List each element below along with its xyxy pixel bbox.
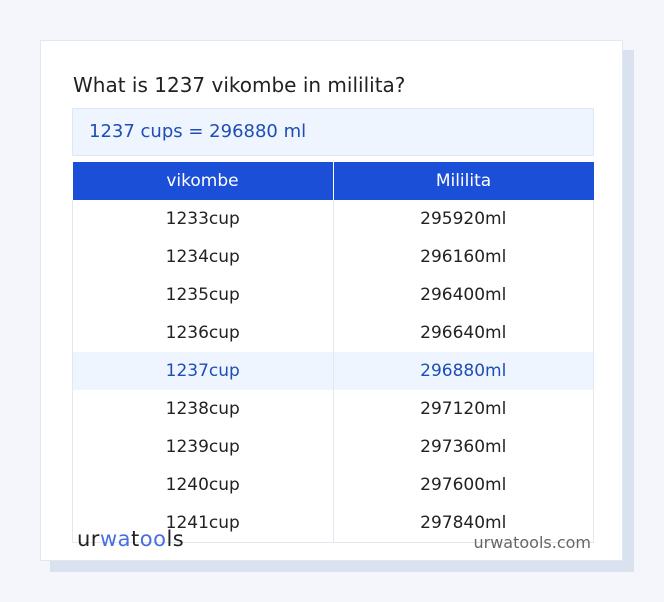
cups-cell: 1235cup: [72, 276, 334, 314]
cups-cell: 1240cup: [72, 466, 334, 504]
urwatools-logo[interactable]: urwatools: [77, 527, 185, 551]
cups-cell: 1241cup: [72, 504, 334, 543]
ml-cell: 297600ml: [332, 466, 594, 504]
table-row: 1235cup 296400ml: [72, 276, 594, 314]
header-ml: Mililita: [332, 162, 594, 200]
ml-cell: 296880ml: [332, 352, 594, 390]
ml-cell: 296160ml: [332, 238, 594, 276]
page-title: What is 1237 vikombe in mililita?: [73, 73, 406, 97]
cups-cell: 1234cup: [72, 238, 334, 276]
converter-card: What is 1237 vikombe in mililita? 1237 c…: [40, 40, 623, 561]
ml-cell: 297120ml: [332, 390, 594, 428]
table-row: 1234cup 296160ml: [72, 238, 594, 276]
ml-cell: 296640ml: [332, 314, 594, 352]
cups-cell: 1238cup: [72, 390, 334, 428]
table-row: 1239cup 297360ml: [72, 428, 594, 466]
cups-cell: 1233cup: [72, 200, 334, 238]
table-row: 1233cup 295920ml: [72, 200, 594, 238]
header-cups: vikombe: [72, 162, 333, 200]
ml-cell: 297840ml: [332, 504, 594, 543]
site-link[interactable]: urwatools.com: [473, 533, 592, 552]
cups-cell: 1239cup: [72, 428, 334, 466]
table-row: 1240cup 297600ml: [72, 466, 594, 504]
table-row: 1237cup 296880ml: [72, 352, 594, 390]
cups-cell: 1236cup: [72, 314, 334, 352]
conversion-table: vikombe Mililita 1233cup 295920ml 1234cup 2…: [72, 162, 594, 543]
conversion-result: 1237 cups = 296880 ml: [72, 108, 594, 156]
table-row: 1241cup 297840ml: [72, 504, 594, 543]
cups-cell: 1237cup: [72, 352, 334, 390]
ml-cell: 295920ml: [332, 200, 594, 238]
ml-cell: 296400ml: [332, 276, 594, 314]
ml-cell: 297360ml: [332, 428, 594, 466]
table-row: 1236cup 296640ml: [72, 314, 594, 352]
table-row: 1238cup 297120ml: [72, 390, 594, 428]
